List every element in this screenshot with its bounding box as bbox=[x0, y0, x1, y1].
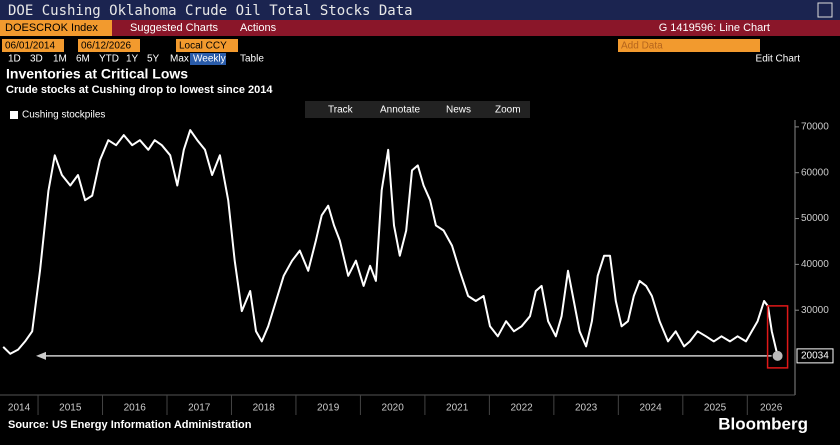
chart-subtitle: Crude stocks at Cushing drop to lowest s… bbox=[6, 84, 273, 96]
brand: Bloomberg bbox=[718, 414, 808, 433]
legend-swatch bbox=[10, 111, 18, 119]
period-button[interactable]: 5Y bbox=[147, 54, 160, 65]
x-tick-label: 2015 bbox=[59, 403, 82, 414]
x-tick-label: 2020 bbox=[382, 403, 405, 414]
add-data-field[interactable] bbox=[618, 39, 760, 52]
currency-field[interactable] bbox=[176, 39, 238, 52]
period-button[interactable]: YTD bbox=[99, 54, 119, 65]
date-field[interactable] bbox=[2, 39, 64, 52]
table-button[interactable]: Table bbox=[240, 54, 264, 65]
ticker: DOESCROK Index bbox=[5, 22, 98, 34]
y-tick-label: 30000 bbox=[801, 305, 829, 316]
x-tick-label: 2021 bbox=[446, 403, 469, 414]
highlight-box bbox=[766, 305, 789, 369]
add-data: Add Data bbox=[621, 41, 663, 52]
annotation-arrowhead bbox=[36, 351, 46, 360]
y-tick-label: 50000 bbox=[801, 213, 829, 224]
frequency: Weekly bbox=[193, 54, 226, 65]
period-button[interactable]: 3D bbox=[30, 54, 43, 65]
x-tick-label: 2026 bbox=[760, 403, 783, 414]
legend-label: Cushing stockpiles bbox=[22, 110, 105, 121]
menu-item[interactable]: Actions bbox=[240, 22, 277, 34]
ticker-field[interactable] bbox=[0, 20, 112, 36]
x-tick-label: 2014 bbox=[8, 403, 31, 414]
x-tick-label: 2019 bbox=[317, 403, 340, 414]
window-icon[interactable] bbox=[817, 2, 833, 18]
x-tick-label: 2024 bbox=[639, 403, 662, 414]
title-bar bbox=[0, 0, 840, 20]
last-point bbox=[772, 350, 783, 361]
y-tick-label: 60000 bbox=[801, 167, 829, 178]
period-button[interactable]: 1Y bbox=[126, 54, 139, 65]
last-value-label: 20034 bbox=[801, 351, 829, 362]
window-title: DOE Cushing Oklahoma Crude Oil Total Sto… bbox=[8, 3, 413, 19]
y-tick-label: 70000 bbox=[801, 122, 829, 133]
x-tick-label: 2018 bbox=[253, 403, 276, 414]
chart-title: Inventories at Critical Lows bbox=[6, 66, 188, 82]
chart-id: G 1419596: Line Chart bbox=[659, 22, 770, 34]
x-tick-label: 2022 bbox=[510, 403, 533, 414]
x-tick-label: 2025 bbox=[704, 403, 727, 414]
y-tick-label: 40000 bbox=[801, 259, 829, 270]
end-date: 06/12/2026 bbox=[81, 41, 131, 52]
frequency-field[interactable] bbox=[190, 53, 226, 65]
menu-item[interactable]: Suggested Charts bbox=[130, 22, 219, 34]
x-tick-label: 2023 bbox=[575, 403, 598, 414]
tool-button[interactable]: News bbox=[446, 105, 471, 116]
start-date: 06/01/2014 bbox=[5, 41, 55, 52]
source: Source: US Energy Information Administra… bbox=[8, 419, 252, 431]
date-field[interactable] bbox=[78, 39, 140, 52]
tool-button[interactable]: Annotate bbox=[380, 105, 420, 116]
tool-bar bbox=[305, 101, 530, 118]
x-tick-label: 2017 bbox=[188, 403, 211, 414]
period-button[interactable]: 1M bbox=[53, 54, 67, 65]
period-button[interactable]: 1D bbox=[8, 54, 21, 65]
period-button[interactable]: 6M bbox=[76, 54, 90, 65]
last-value-box bbox=[796, 348, 834, 364]
tool-button[interactable]: Zoom bbox=[495, 105, 521, 116]
period-button[interactable]: Max bbox=[170, 54, 189, 65]
edit-chart[interactable]: Edit Chart bbox=[756, 54, 801, 65]
x-tick-label: 2016 bbox=[124, 403, 147, 414]
tool-button[interactable]: Track bbox=[328, 105, 354, 116]
currency: Local CCY bbox=[179, 41, 227, 52]
series-line bbox=[2, 129, 779, 357]
menu-bar bbox=[112, 20, 840, 36]
